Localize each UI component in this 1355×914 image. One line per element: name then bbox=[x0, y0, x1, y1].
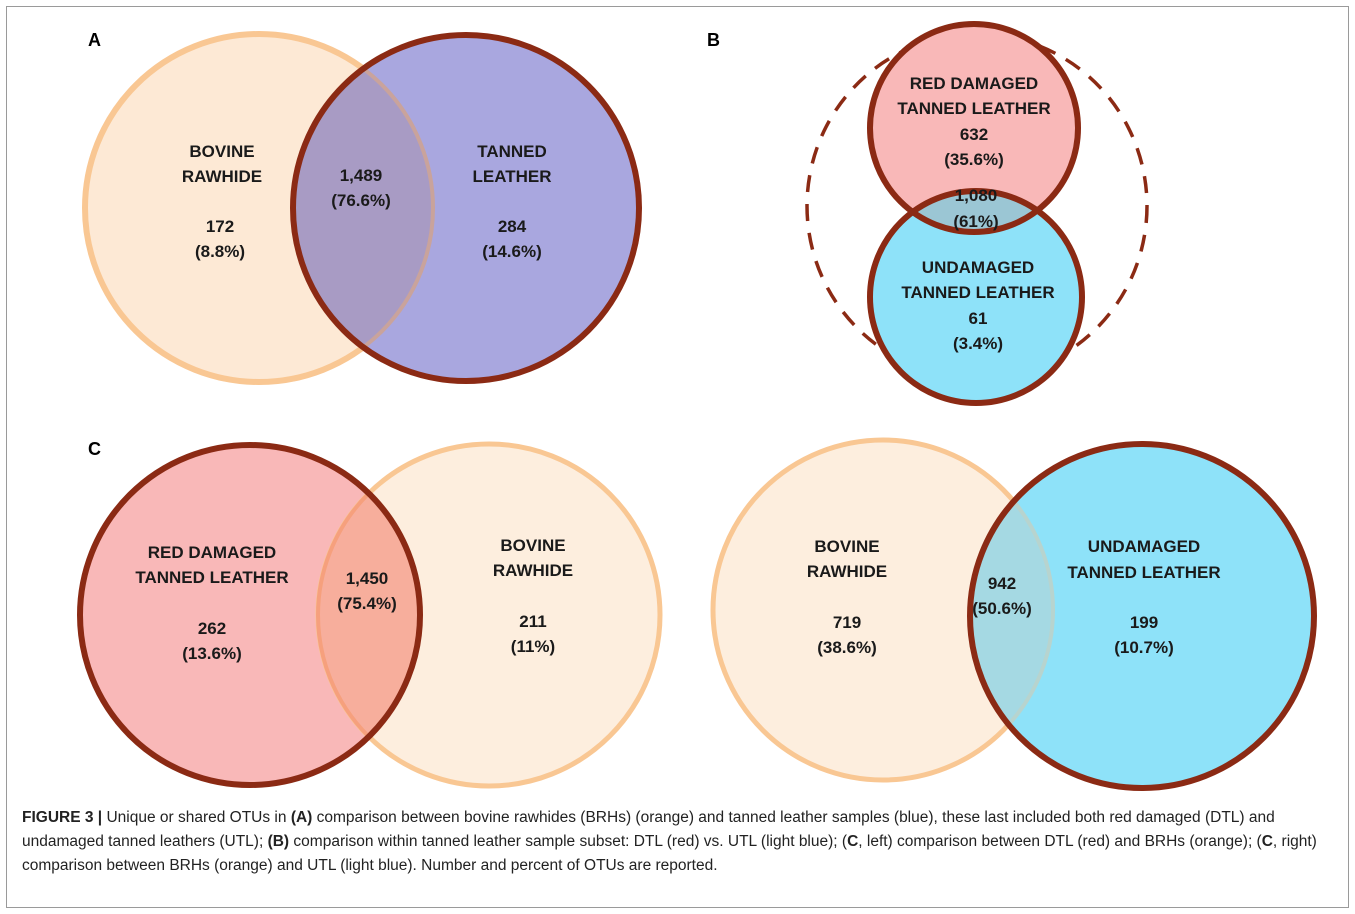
panel-b-blue-label-2: TANNED LEATHER bbox=[901, 283, 1054, 302]
panel-a-rawhide-label-2: RAWHIDE bbox=[182, 167, 262, 186]
panel-a: A BOVINE RAWHIDE 172 (8.8%) 1,489 (76.6%… bbox=[82, 30, 642, 385]
panel-c-right-blue-label-2: TANNED LEATHER bbox=[1067, 563, 1220, 582]
panel-a-shared-value: 1,489 bbox=[340, 166, 383, 185]
panel-c-left: C RED DAMAGED TANNED LEATHER 262 (13.6%)… bbox=[77, 439, 663, 789]
venn-figure: A BOVINE RAWHIDE 172 (8.8%) 1,489 (76.6%… bbox=[77, 21, 1317, 791]
panel-c-left-red-pct: (13.6%) bbox=[182, 644, 242, 663]
caption-text-2: comparison between bovine rawhides (BRHs… bbox=[22, 809, 1275, 850]
panel-c-left-rawhide-pct: (11%) bbox=[511, 637, 555, 656]
panel-c-right-blue-circle bbox=[970, 444, 1314, 788]
figure-caption: FIGURE 3 | Unique or shared OTUs in (A) … bbox=[22, 806, 1332, 878]
caption-panel-ref-c-left: C bbox=[847, 833, 859, 850]
panel-b-red-pct: (35.6%) bbox=[944, 150, 1004, 169]
panel-c-right-rawhide-outline-inner bbox=[970, 444, 1055, 782]
caption-panel-ref-b: (B) bbox=[267, 833, 290, 850]
panel-a-rawhide-pct: (8.8%) bbox=[195, 242, 245, 261]
panel-b-blue-pct: (3.4%) bbox=[953, 334, 1003, 353]
panel-c-right-rawhide-label-2: RAWHIDE bbox=[807, 562, 887, 581]
panel-c-left-red-label-2: TANNED LEATHER bbox=[135, 568, 288, 587]
panel-b-blue-circle bbox=[870, 191, 1082, 403]
panel-a-leather-value: 284 bbox=[498, 217, 527, 236]
panel-c-right-shared-value: 942 bbox=[988, 574, 1016, 593]
panel-a-leather-outline bbox=[290, 32, 642, 384]
figure-label: FIGURE 3 | bbox=[22, 809, 103, 826]
panel-b-blue-value: 61 bbox=[969, 309, 988, 328]
caption-panel-ref-a: (A) bbox=[290, 809, 313, 826]
panel-b-letter: B bbox=[707, 30, 720, 50]
panel-b-shared-value: 1,080 bbox=[955, 186, 998, 205]
panel-c-left-red-label-1: RED DAMAGED bbox=[148, 543, 276, 562]
panel-b-red-circle bbox=[870, 24, 1078, 232]
panel-c-right-blue-value: 199 bbox=[1130, 613, 1158, 632]
panel-a-letter: A bbox=[88, 30, 101, 50]
panel-c-left-rawhide-label-1: BOVINE bbox=[500, 536, 565, 555]
panel-c-left-red-circle bbox=[80, 445, 420, 785]
panel-b-blue-outline bbox=[867, 188, 1085, 406]
panel-b-red-outline bbox=[867, 21, 1081, 235]
panel-b-red-label-1: RED DAMAGED bbox=[910, 74, 1038, 93]
panel-a-overlap bbox=[293, 35, 433, 381]
panel-b-red-label-2: TANNED LEATHER bbox=[897, 99, 1050, 118]
panel-c-left-rawhide-value: 211 bbox=[519, 612, 546, 631]
caption-text-5: , right) comparison between BRHs (orange… bbox=[22, 833, 1317, 874]
panel-b: B RED DAMAGED TANNED LEATHER 632 (35.6%)… bbox=[707, 21, 1149, 406]
panel-c-left-red-outline bbox=[77, 442, 423, 788]
panel-c-left-rawhide-label-2: RAWHIDE bbox=[493, 561, 573, 580]
caption-text-3: comparison within tanned leather sample … bbox=[289, 833, 848, 850]
caption-text-1: Unique or shared OTUs in bbox=[102, 809, 291, 826]
caption-text-4: , left) comparison between DTL (red) and… bbox=[858, 833, 1262, 850]
panel-a-leather-label-1: TANNED bbox=[477, 142, 547, 161]
panel-c-left-shared-pct: (75.4%) bbox=[337, 594, 397, 613]
panel-c-right-rawhide-label-1: BOVINE bbox=[814, 537, 879, 556]
panel-c-right: BOVINE RAWHIDE 719 (38.6%) 942 (50.6%) U… bbox=[710, 437, 1317, 791]
panel-a-leather-pct: (14.6%) bbox=[482, 242, 542, 261]
panel-a-shared-pct: (76.6%) bbox=[331, 191, 391, 210]
panel-a-rawhide-label-1: BOVINE bbox=[189, 142, 254, 161]
panel-c-right-rawhide-value: 719 bbox=[833, 613, 861, 632]
panel-c-right-shared-pct: (50.6%) bbox=[972, 599, 1032, 618]
panel-a-leather-label-2: LEATHER bbox=[472, 167, 551, 186]
panel-c-left-shared-value: 1,450 bbox=[346, 569, 389, 588]
panel-c-right-blue-label-1: UNDAMAGED bbox=[1088, 537, 1200, 556]
panel-c-letter: C bbox=[88, 439, 101, 459]
figure-frame bbox=[6, 6, 1349, 908]
panel-c-left-red-value: 262 bbox=[198, 619, 226, 638]
panel-c-left-rawhide-outline-inner bbox=[316, 445, 420, 785]
panel-a-rawhide-value: 172 bbox=[206, 217, 234, 236]
caption-panel-ref-c-right: C bbox=[1261, 833, 1273, 850]
panel-c-right-rawhide-pct: (38.6%) bbox=[817, 638, 877, 657]
panel-c-right-blue-pct: (10.7%) bbox=[1114, 638, 1174, 657]
panel-a-rawhide-outline-inner bbox=[293, 35, 435, 381]
panel-c-right-blue-outline bbox=[967, 441, 1317, 791]
panel-b-blue-label-1: UNDAMAGED bbox=[922, 258, 1034, 277]
panel-b-shared-pct: (61%) bbox=[953, 212, 998, 231]
panel-b-red-value: 632 bbox=[960, 125, 988, 144]
